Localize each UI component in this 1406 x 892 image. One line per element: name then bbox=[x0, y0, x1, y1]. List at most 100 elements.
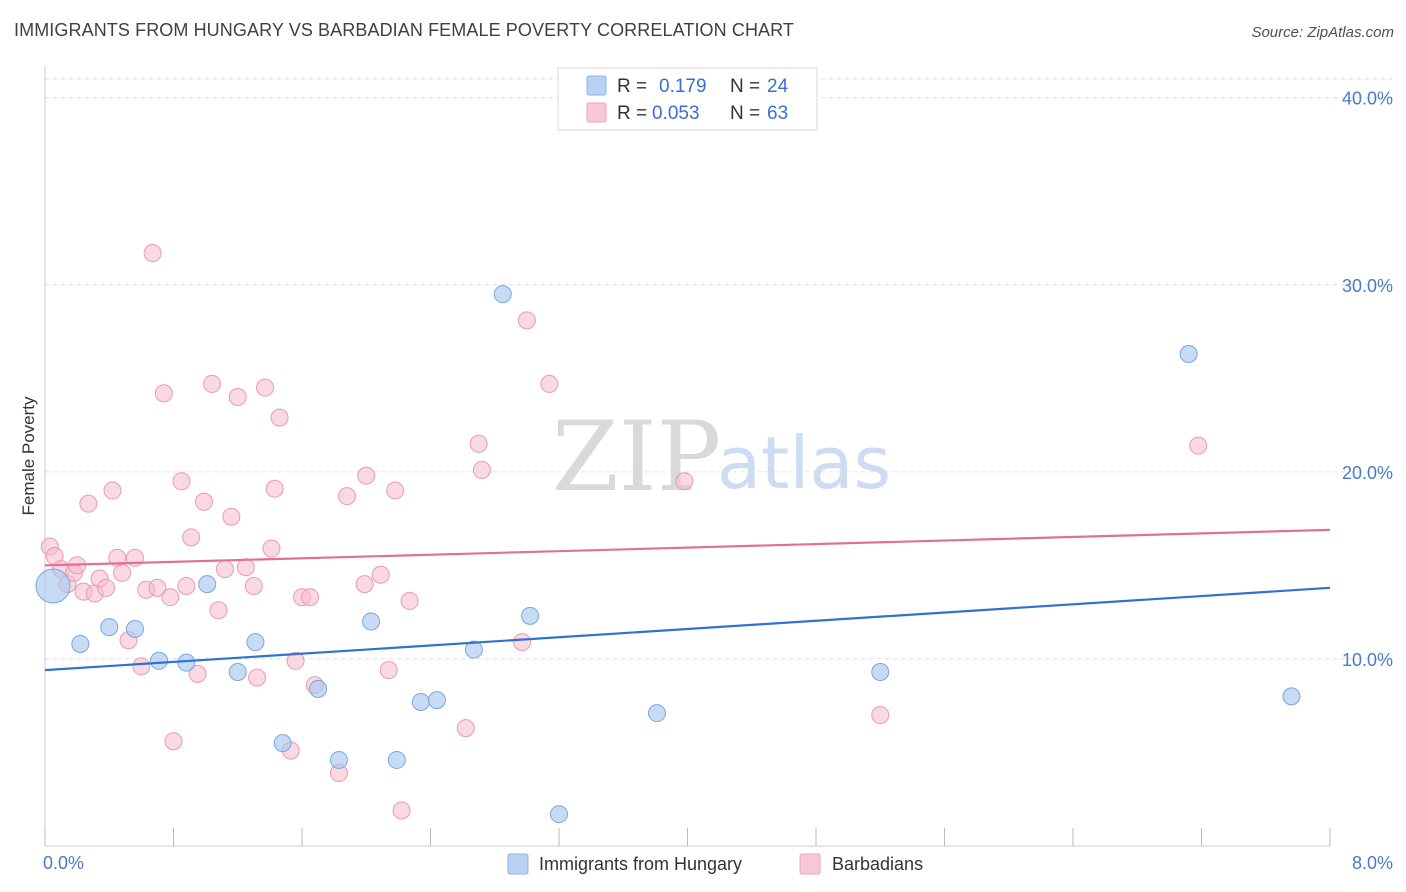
legend-bottom: Immigrants from Hungary Barbadians bbox=[507, 853, 923, 875]
watermark: ZIP atlas bbox=[552, 401, 891, 513]
legend-r-value-hungary: 0.179 bbox=[659, 76, 707, 97]
hungary-point-7 bbox=[228, 663, 247, 682]
barbadians-point-7 bbox=[79, 494, 98, 513]
bottom-legend-label-hungary: Immigrants from Hungary bbox=[539, 854, 742, 874]
barbadians-point-55 bbox=[469, 434, 488, 453]
barbadians-points bbox=[40, 243, 1208, 820]
barbadians-point-33 bbox=[236, 558, 255, 577]
bottom-legend-label-barbadians: Barbadians bbox=[832, 854, 923, 874]
hungary-point-20 bbox=[647, 704, 666, 723]
hungary-points bbox=[35, 285, 1301, 824]
hungary-point-15 bbox=[427, 691, 446, 710]
barbadians-point-19 bbox=[148, 578, 167, 597]
barbadians-point-31 bbox=[222, 507, 241, 526]
barbadians-point-26 bbox=[188, 664, 207, 683]
hungary-point-9 bbox=[273, 734, 292, 753]
legend-n-value-hungary: 24 bbox=[767, 76, 789, 97]
barbadians-point-10 bbox=[97, 578, 116, 597]
chart-title: IMMIGRANTS FROM HUNGARY VS BARBADIAN FEM… bbox=[14, 20, 795, 40]
hungary-point-17 bbox=[493, 285, 512, 304]
hungary-point-16 bbox=[464, 640, 483, 659]
watermark-atlas: atlas bbox=[717, 421, 891, 505]
hungary-point-3 bbox=[125, 619, 144, 638]
hungary-point-6 bbox=[198, 575, 217, 594]
barbadians-point-59 bbox=[540, 374, 559, 393]
hungary-point-23 bbox=[1282, 687, 1301, 706]
barbadians-point-60 bbox=[675, 472, 694, 491]
barbadians-point-27 bbox=[195, 492, 214, 511]
hungary-point-5 bbox=[177, 653, 196, 672]
barbadians-point-20 bbox=[154, 384, 173, 403]
hungary-point-4 bbox=[150, 651, 169, 670]
barbadians-trend-line bbox=[44, 528, 1331, 567]
barbadians-point-51 bbox=[386, 481, 405, 500]
barbadians-point-29 bbox=[209, 601, 228, 620]
trend-lines bbox=[44, 528, 1331, 672]
barbadians-point-48 bbox=[357, 466, 376, 485]
barbadians-point-61 bbox=[871, 706, 890, 725]
hungary-point-13 bbox=[387, 750, 406, 769]
legend-n-label-hungary: N = bbox=[730, 76, 760, 97]
barbadians-point-50 bbox=[379, 661, 398, 680]
hungary-point-1 bbox=[71, 634, 90, 653]
hungary-point-19 bbox=[550, 805, 568, 824]
barbadians-point-36 bbox=[256, 378, 275, 397]
y-tick-label-3: 40.0% bbox=[1342, 89, 1393, 109]
barbadians-point-18 bbox=[143, 243, 162, 262]
source-label: Source: ZipAtlas.com bbox=[1251, 24, 1394, 41]
hungary-point-11 bbox=[329, 750, 348, 769]
y-axis-title: Female Poverty bbox=[19, 396, 38, 516]
y-tick-label-1: 20.0% bbox=[1342, 463, 1393, 483]
barbadians-point-52 bbox=[392, 801, 411, 820]
barbadians-point-21 bbox=[161, 588, 180, 607]
bottom-legend-swatch-barbadians bbox=[799, 853, 821, 875]
tick-labels: 10.0% 20.0% 30.0% 40.0% 0.0% 8.0% bbox=[43, 89, 1393, 873]
hungary-point-10 bbox=[309, 679, 328, 698]
hungary-point-12 bbox=[362, 612, 381, 631]
barbadians-point-28 bbox=[203, 374, 222, 393]
barbadians-point-24 bbox=[177, 576, 196, 595]
barbadians-point-53 bbox=[400, 591, 419, 610]
y-tick-label-2: 30.0% bbox=[1342, 276, 1393, 296]
barbadians-point-16 bbox=[132, 657, 151, 676]
legend-swatch-barbadians bbox=[586, 102, 607, 123]
barbadians-point-41 bbox=[286, 651, 305, 670]
barbadians-point-30 bbox=[215, 560, 234, 579]
barbadians-point-39 bbox=[270, 408, 289, 427]
hungary-point-21 bbox=[871, 663, 890, 682]
barbadians-point-62 bbox=[1189, 436, 1208, 455]
barbadians-point-38 bbox=[265, 479, 284, 498]
barbadians-point-37 bbox=[262, 539, 281, 558]
barbadians-point-49 bbox=[371, 565, 390, 584]
legend-top: R = 0.179 N = 24 R = 0.053 N = 63 bbox=[557, 67, 818, 131]
hungary-trend-line bbox=[44, 586, 1331, 672]
legend-r-value-barbadians: 0.053 bbox=[652, 103, 700, 124]
hungary-point-2 bbox=[100, 618, 119, 637]
legend-swatch-hungary bbox=[586, 75, 607, 96]
hungary-point-8 bbox=[246, 633, 265, 652]
hungary-point-22 bbox=[1179, 344, 1198, 363]
barbadians-point-22 bbox=[164, 732, 183, 751]
barbadians-point-32 bbox=[228, 388, 247, 407]
barbadians-point-56 bbox=[472, 460, 491, 479]
watermark-zip: ZIP bbox=[552, 401, 721, 513]
legend-r-label-barbadians: R = bbox=[617, 103, 647, 124]
axes bbox=[44, 66, 1331, 847]
legend-n-value-barbadians: 63 bbox=[767, 103, 788, 124]
barbadians-point-11 bbox=[103, 481, 122, 500]
x-tick-label-0: 0.0% bbox=[43, 853, 84, 873]
barbadians-point-34 bbox=[244, 576, 263, 595]
hungary-point-14 bbox=[411, 692, 430, 711]
barbadians-point-54 bbox=[456, 719, 475, 738]
legend-n-label-barbadians: N = bbox=[730, 103, 760, 124]
barbadians-point-47 bbox=[355, 575, 374, 594]
y-tick-label-0: 10.0% bbox=[1342, 650, 1393, 670]
barbadians-point-43 bbox=[301, 588, 320, 607]
barbadians-point-46 bbox=[337, 487, 356, 506]
barbadians-point-58 bbox=[517, 311, 536, 330]
barbadians-point-13 bbox=[113, 563, 132, 582]
barbadians-point-35 bbox=[248, 668, 267, 687]
barbadians-point-25 bbox=[182, 528, 201, 547]
barbadians-point-23 bbox=[172, 472, 191, 491]
